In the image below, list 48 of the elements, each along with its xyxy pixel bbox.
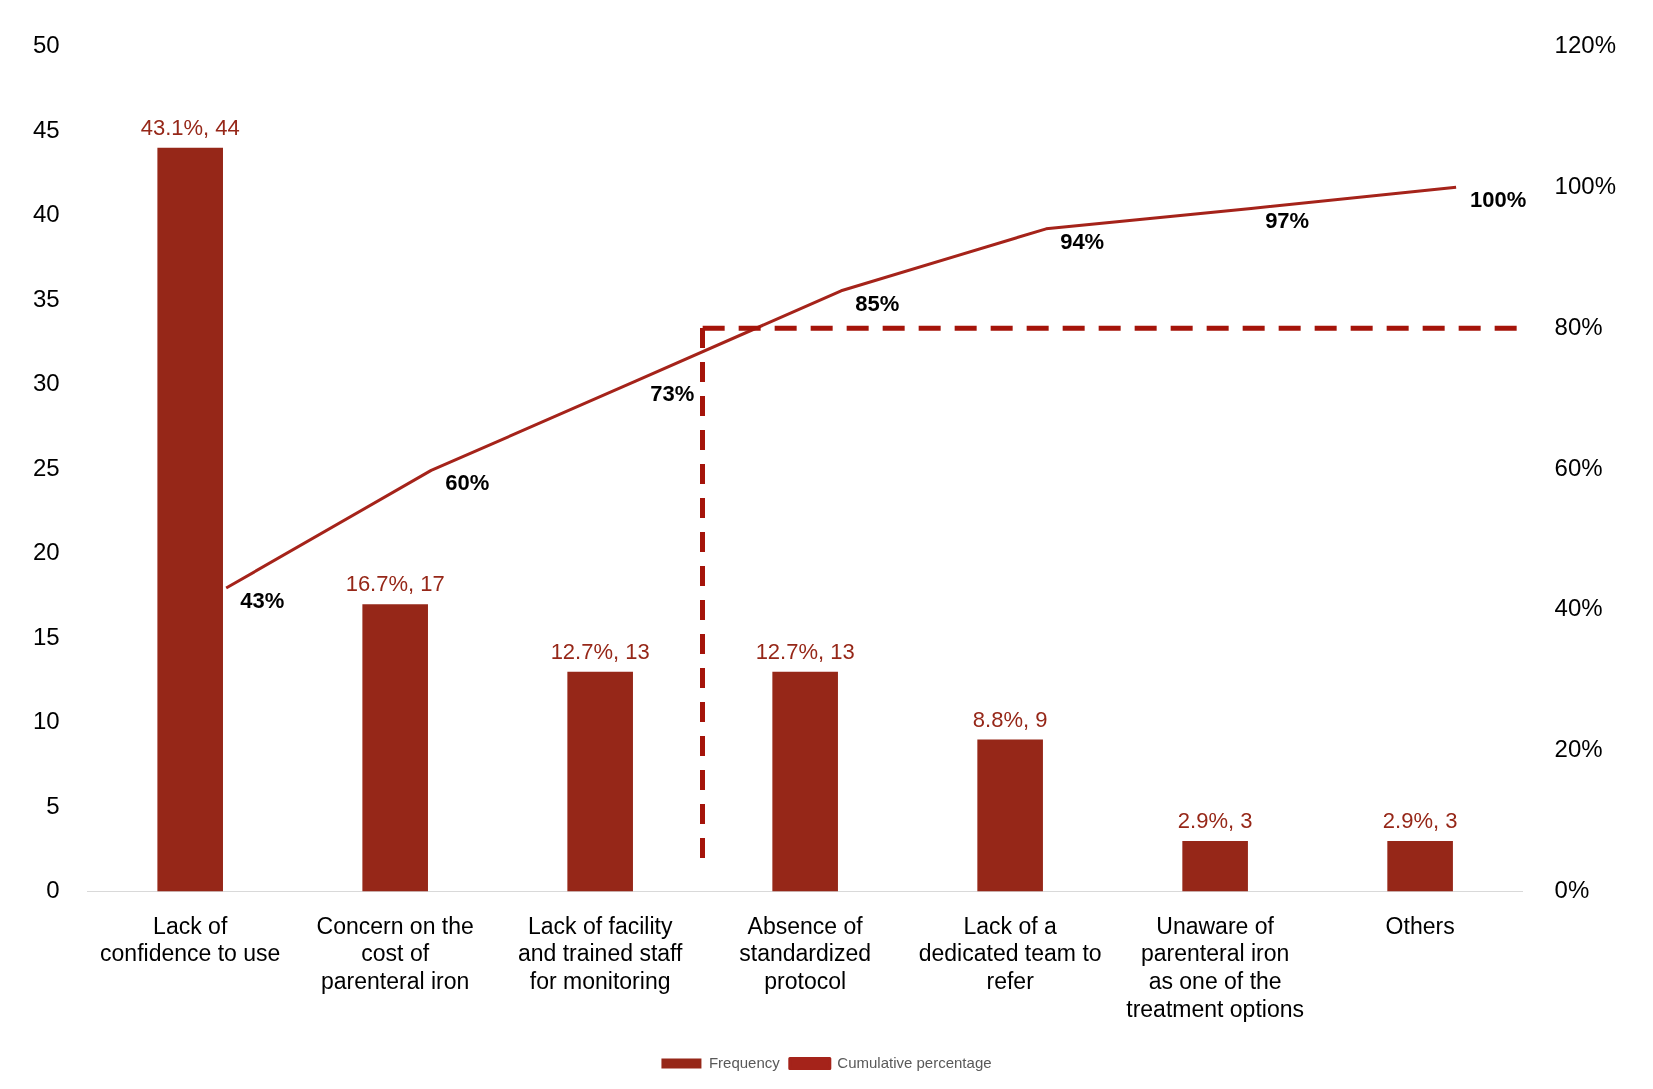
y-tick-label: 40 — [32, 200, 60, 228]
x-tick-label: Lack of facility and trained staff for monitoring — [517, 912, 684, 994]
data-label: 8.8%, 9 — [972, 706, 1048, 732]
data-label: 60% — [445, 470, 490, 496]
bar — [772, 671, 838, 892]
bar — [1182, 840, 1248, 892]
y-tick-label: 30 — [32, 369, 60, 397]
bar — [362, 604, 428, 892]
data-label: 43.1%, 44 — [140, 114, 240, 140]
data-label: 2.9%, 3 — [1382, 807, 1458, 833]
data-label: 12.7%, 13 — [755, 638, 855, 664]
legend-label: Frequency — [708, 1053, 781, 1071]
data-label: 12.7%, 13 — [550, 638, 650, 664]
y-tick-label: 20 — [32, 538, 60, 566]
y2-tick-label: 20% — [1554, 735, 1603, 763]
data-label: 94% — [1060, 228, 1105, 254]
y2-tick-label: 80% — [1554, 312, 1603, 340]
y-tick-label: 50 — [32, 31, 60, 59]
y-tick-label: 10 — [32, 707, 60, 735]
y-tick-label: 25 — [32, 453, 60, 481]
data-label: 73% — [650, 381, 695, 407]
bar — [157, 147, 223, 892]
x-tick-label: Lack of confidence to use — [100, 912, 281, 967]
y-tick-label: 0 — [46, 876, 60, 904]
y2-tick-label: 60% — [1554, 453, 1603, 481]
bar — [567, 671, 633, 892]
y-tick-label: 45 — [32, 115, 60, 143]
x-tick-label: Unaware of parenteral iron as one of the treatment options — [1126, 912, 1304, 1022]
data-label: 16.7%, 17 — [345, 571, 445, 597]
data-label: 85% — [855, 290, 900, 316]
y-tick-label: 35 — [32, 284, 60, 312]
data-label: 100% — [1470, 187, 1527, 213]
data-label: 43% — [240, 588, 285, 614]
legend-label: Cumulative percentage — [837, 1053, 992, 1071]
x-tick-label: Concern on the cost of parenteral iron — [316, 912, 474, 994]
x-tick-label: Lack of a dedicated team to refer — [918, 912, 1102, 994]
bar — [1387, 840, 1453, 892]
x-tick-label: Others — [1385, 912, 1455, 939]
y2-tick-label: 40% — [1554, 594, 1603, 622]
y2-tick-label: 120% — [1554, 31, 1617, 59]
data-label: 2.9%, 3 — [1177, 807, 1253, 833]
x-tick-label: Absence of standardized protocol — [739, 912, 872, 994]
bar — [977, 739, 1043, 892]
y2-tick-label: 0% — [1554, 876, 1590, 904]
y-tick-label: 15 — [32, 622, 60, 650]
y2-tick-label: 100% — [1554, 171, 1617, 199]
data-label: 97% — [1265, 208, 1310, 234]
y-tick-label: 5 — [46, 791, 60, 819]
